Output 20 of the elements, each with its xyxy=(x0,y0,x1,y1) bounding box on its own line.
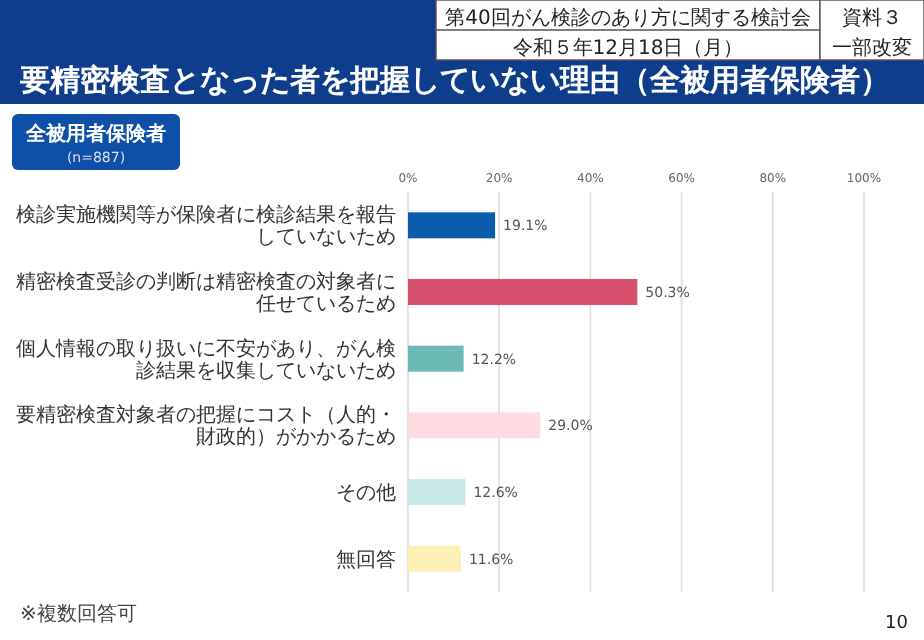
y-tick-label: 無回答 xyxy=(336,547,396,572)
y-tick-label: その他 xyxy=(336,481,396,505)
text: 資料３ xyxy=(842,6,902,30)
text: 一部改変 xyxy=(832,36,912,60)
bar xyxy=(408,412,541,439)
title: 要精密検査となった者を把握していない理由（全被用者保険者） xyxy=(20,62,890,98)
bar xyxy=(408,545,461,572)
y-tick-label: 個人情報の取り扱いに不安があり、がん検診結果を収集していないため xyxy=(16,336,396,383)
y-tick-label: 要精密検査対象者の把握にコスト（人的・財政的）がかかるため xyxy=(16,403,396,450)
text: 10 xyxy=(885,614,909,634)
text: 第40回がん検診のあり方に関する検討会 xyxy=(445,6,811,30)
bar xyxy=(408,479,466,505)
y-tick-label: 検診実施機関等が保険者に検診結果を報告していないため xyxy=(16,203,396,250)
text: 全被用者保険者 xyxy=(24,122,166,146)
bar xyxy=(408,279,638,305)
y-tick-label: 精密検査受診の判断は精密検査の対象者に任せているため xyxy=(16,270,396,316)
text: ※複数回答可 xyxy=(20,602,137,626)
bar xyxy=(408,345,464,372)
bar xyxy=(408,212,496,239)
text: 令和５年12月18日（月） xyxy=(512,36,744,60)
